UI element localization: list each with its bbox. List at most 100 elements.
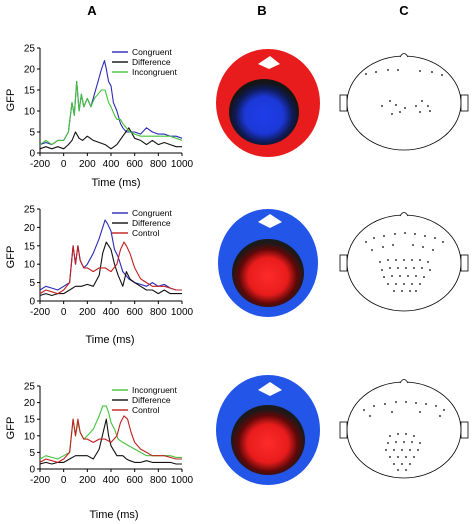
electrode-dot (415, 290, 417, 292)
legend-label-difference: Difference (132, 57, 171, 67)
electrode-dot (401, 449, 403, 451)
x-tick-label: 600 (126, 307, 143, 318)
electrode-dot (425, 403, 427, 405)
electrode-dot (389, 456, 391, 458)
y-tick-label: 25 (24, 44, 36, 55)
topo-map-2-white-spot (258, 214, 282, 228)
legend-label-incongruent: Incongruent (132, 67, 178, 77)
electrode-dot (414, 233, 416, 235)
x-axis-label: Time (ms) (91, 177, 140, 189)
y-tick-label: 0 (29, 465, 35, 476)
x-tick-label: 800 (150, 475, 167, 486)
electrode-dot (411, 259, 413, 261)
electrode-dot (394, 233, 396, 235)
y-tick-label: 25 (24, 205, 36, 216)
electrode-dot (389, 435, 391, 437)
electrode-dot (387, 69, 389, 71)
head-outline (346, 381, 462, 479)
electrode-dot (401, 463, 403, 465)
panel-label-c: C (399, 3, 409, 18)
legend-label-control: Control (132, 228, 160, 238)
electrode-dot (395, 259, 397, 261)
electrode-dot (392, 244, 394, 246)
x-tick-label: 400 (103, 475, 120, 486)
electrode-dot (397, 267, 399, 269)
y-tick-label: 20 (24, 398, 36, 409)
topo-map-1-center (229, 79, 299, 145)
electrode-dot (443, 409, 445, 411)
electrode-dot (415, 402, 417, 404)
electrode-dot (391, 411, 393, 413)
topo-map-2-center (232, 239, 304, 307)
electrode-dot (411, 283, 413, 285)
electrode-dot (403, 283, 405, 285)
electrode-dot (375, 71, 377, 73)
x-tick-label: 400 (103, 307, 120, 318)
electrode-dot (393, 463, 395, 465)
electrode-dot (409, 449, 411, 451)
x-axis-label: Time (ms) (85, 334, 134, 346)
series-line-incongruent (39, 405, 182, 460)
electrode-dot (387, 283, 389, 285)
electrode-dot (395, 283, 397, 285)
electrode-dot (432, 249, 434, 251)
series-line-congruent (39, 219, 182, 291)
electrode-head-2 (339, 212, 469, 312)
electrode-dot (397, 469, 399, 471)
y-axis-label: GFP (5, 89, 17, 112)
electrode-dot (411, 441, 413, 443)
electrode-dot (397, 433, 399, 435)
electrode-dot (412, 244, 414, 246)
head-outline (346, 214, 462, 312)
electrode-dot (401, 290, 403, 292)
right-ear (460, 421, 469, 439)
y-tick-label: 5 (29, 448, 35, 459)
topo-map-2 (218, 209, 318, 317)
x-tick-label: 0 (61, 475, 67, 486)
electrode-dot (415, 105, 417, 107)
series-line-difference (39, 127, 182, 150)
electrode-dot (384, 403, 386, 405)
electrode-dot (419, 111, 421, 113)
electrode-dot (395, 104, 397, 106)
electrode-dot (419, 259, 421, 261)
legend-label-congruent: Congruent (132, 47, 172, 57)
electrode-dot (393, 290, 395, 292)
electrode-dot (387, 442, 389, 444)
legend-label-congruent: Congruent (132, 208, 172, 218)
electrode-dot (373, 405, 375, 407)
nose (399, 379, 409, 384)
electrode-dot (365, 241, 367, 243)
y-tick-label: 10 (24, 107, 36, 118)
electrode-dot (404, 107, 406, 109)
y-tick-label: 0 (29, 149, 35, 160)
nose (399, 212, 409, 217)
y-axis-label: GFP (5, 246, 17, 269)
y-tick-label: 15 (24, 415, 36, 426)
electrode-dot (403, 441, 405, 443)
electrode-dot (422, 246, 424, 248)
electrode-dot (391, 275, 393, 277)
electrode-dot (379, 261, 381, 263)
head-outline (346, 55, 462, 151)
x-tick-label: -200 (30, 159, 50, 170)
left-ear (339, 94, 348, 112)
electrode-dot (385, 449, 387, 451)
y-tick-label: 25 (24, 382, 36, 393)
electrode-dot (429, 110, 431, 112)
electrode-dot (399, 275, 401, 277)
electrode-dot (419, 70, 421, 72)
x-tick-label: 200 (79, 159, 96, 170)
electrode-dot (393, 449, 395, 451)
electrode-dot (389, 267, 391, 269)
electrode-dot (419, 283, 421, 285)
topo-map-1-white-spot (258, 56, 280, 69)
x-tick-label: 0 (61, 159, 67, 170)
x-tick-label: 1000 (171, 307, 194, 318)
x-tick-label: 200 (79, 307, 96, 318)
y-axis-label: GFP (5, 417, 17, 440)
electrode-head-1 (339, 53, 469, 151)
electrode-dot (424, 235, 426, 237)
